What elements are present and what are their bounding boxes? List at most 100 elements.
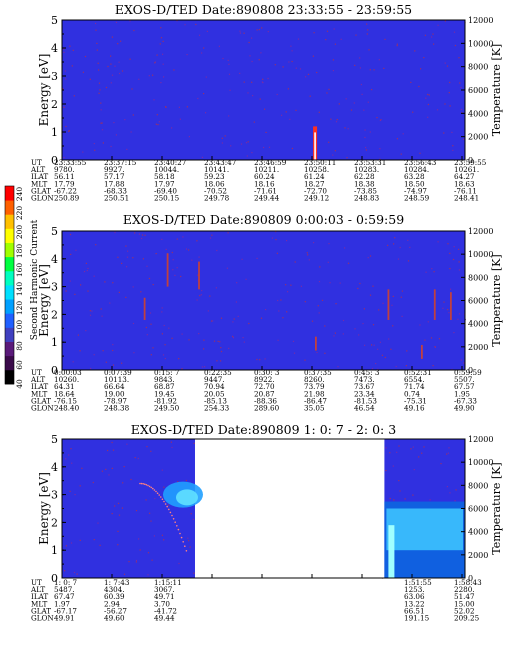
- noise-dot: [65, 78, 67, 80]
- table-cell: 0:30: 3: [254, 368, 280, 377]
- noise-dot: [330, 118, 332, 120]
- noise-dot: [160, 27, 162, 29]
- noise-dot: [392, 295, 394, 297]
- noise-dot: [118, 514, 121, 516]
- noise-dot: [359, 57, 361, 59]
- noise-dot: [399, 246, 401, 249]
- table-cell: -76.11: [454, 186, 477, 195]
- noise-dot: [232, 335, 234, 338]
- noise-dot: [245, 278, 247, 280]
- noise-dot: [259, 359, 261, 361]
- noise-dot: [130, 131, 132, 133]
- noise-dot: [369, 294, 372, 296]
- noise-dot: [396, 45, 398, 47]
- noise-dot: [135, 510, 138, 512]
- noise-dot: [155, 253, 157, 255]
- table-cell: 21.98: [304, 389, 325, 398]
- table-cell: 67.47: [54, 592, 75, 601]
- colorbar-tick-label: 240: [15, 187, 24, 202]
- noise-dot: [165, 106, 167, 108]
- table-cell: 63.28: [404, 172, 425, 181]
- table-cell: 59.23: [204, 172, 225, 181]
- table-cell: -78.97: [104, 396, 127, 405]
- noise-dot: [463, 362, 465, 364]
- table-row-label: GLON: [31, 614, 54, 623]
- y2-tick-label: 0: [468, 574, 473, 583]
- noise-dot: [110, 82, 112, 84]
- noise-dot: [206, 30, 208, 32]
- noise-dot: [365, 149, 367, 151]
- noise-dot: [287, 291, 289, 293]
- trace-dot: [164, 503, 167, 505]
- noise-dot: [111, 513, 113, 515]
- noise-dot: [444, 20, 446, 22]
- noise-dot: [95, 29, 97, 31]
- noise-dot: [221, 142, 223, 144]
- table-row-label: MLT: [31, 389, 48, 398]
- noise-dot: [450, 288, 452, 290]
- noise-dot: [294, 261, 296, 263]
- colorbar-segment: [5, 355, 14, 371]
- noise-dot: [258, 59, 260, 61]
- colorbar-tick-label: 40: [15, 379, 24, 389]
- noise-dot: [459, 82, 461, 84]
- noise-dot: [253, 121, 255, 123]
- noise-dot: [150, 354, 152, 356]
- noise-dot: [228, 347, 230, 349]
- noise-dot: [199, 295, 201, 297]
- table-row-label: GLAT: [31, 396, 51, 405]
- trace-dot: [155, 490, 157, 493]
- energy-blob-core: [175, 489, 198, 506]
- noise-dot: [149, 512, 151, 514]
- noise-dot: [372, 285, 374, 287]
- noise-dot: [388, 338, 390, 340]
- table-cell: 35.05: [304, 404, 325, 413]
- noise-dot: [110, 145, 112, 148]
- noise-dot: [256, 29, 258, 31]
- noise-dot: [371, 344, 373, 346]
- y-axis-label: Energy [eV]: [37, 54, 51, 127]
- noise-dot: [326, 30, 329, 32]
- noise-dot: [190, 513, 192, 515]
- y2-tick-label: 6000: [468, 297, 488, 306]
- noise-dot: [399, 490, 401, 492]
- noise-dot: [319, 266, 321, 268]
- noise-dot: [65, 290, 67, 292]
- noise-dot: [293, 352, 296, 354]
- noise-dot: [317, 305, 319, 307]
- noise-dot: [138, 233, 140, 235]
- y2-tick-label: 0: [468, 156, 473, 165]
- y-tick-label: 3: [51, 489, 58, 502]
- noise-dot: [90, 367, 92, 370]
- y-tick-label: 2: [51, 98, 58, 111]
- table-cell: 209.25: [454, 614, 480, 623]
- noise-dot: [436, 109, 439, 111]
- table-cell: 10258.: [304, 165, 329, 174]
- y-tick-label: 1: [51, 126, 58, 139]
- table-cell: 46.54: [354, 404, 375, 413]
- noise-dot: [81, 467, 83, 469]
- table-cell: 249.78: [204, 194, 230, 203]
- noise-dot: [332, 59, 334, 61]
- noise-dot: [117, 530, 119, 532]
- noise-dot: [304, 301, 306, 303]
- noise-dot: [93, 143, 95, 145]
- noise-dot: [73, 95, 75, 97]
- noise-dot: [239, 30, 241, 32]
- noise-dot: [334, 43, 336, 45]
- noise-dot: [203, 348, 205, 350]
- noise-dot: [91, 310, 93, 312]
- noise-dot: [203, 339, 205, 341]
- noise-dot: [62, 88, 64, 90]
- noise-dot: [69, 233, 72, 236]
- y2-tick-label: 10000: [468, 458, 493, 467]
- noise-dot: [162, 63, 164, 65]
- noise-dot: [264, 358, 266, 360]
- noise-dot: [112, 449, 115, 451]
- table-cell: -67.22: [54, 186, 77, 195]
- noise-dot: [362, 323, 364, 325]
- noise-dot: [193, 442, 195, 444]
- noise-dot: [135, 559, 138, 562]
- table-cell: 1253.: [404, 585, 425, 594]
- noise-dot: [164, 344, 166, 346]
